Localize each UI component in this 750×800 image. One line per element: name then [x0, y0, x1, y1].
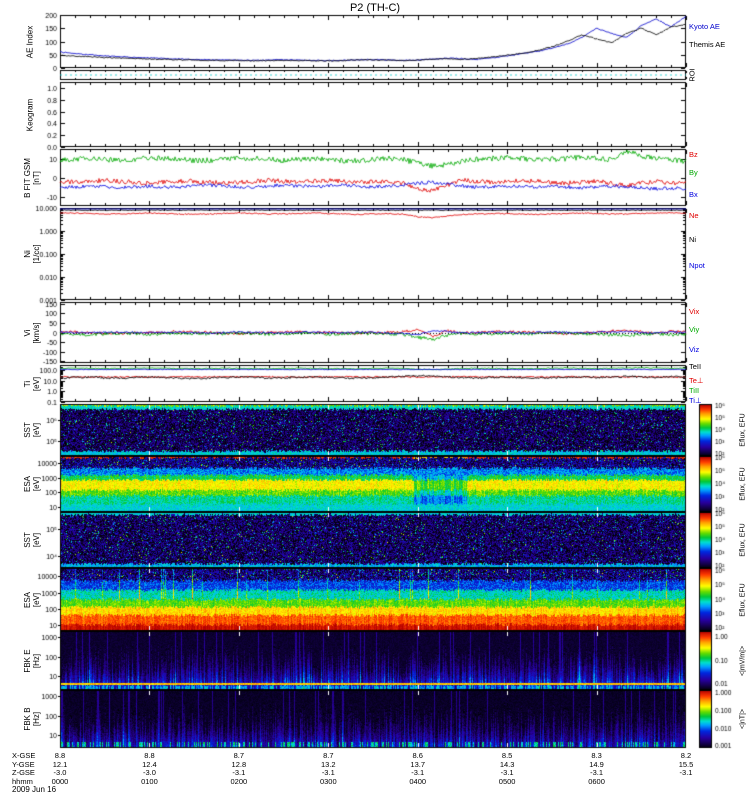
bottom-value: 8.7	[233, 751, 245, 760]
bottom-value: 0200	[230, 776, 248, 786]
legend-ni: Ni	[689, 235, 697, 244]
panel-label-bfit: B FIT GSM [nT]	[22, 157, 41, 198]
panel-label-esa_elec: ESA [eV]	[22, 591, 41, 608]
bottom-row-label-z-gse: Z-GSE	[12, 768, 35, 777]
panel-label-keogram: Keogram	[25, 98, 35, 131]
legend-tiii: TiII	[689, 386, 700, 395]
legend-ne: Ne	[689, 211, 699, 220]
legend-vix: Vix	[689, 307, 700, 316]
colorbar-unit-esa_ion: Eflux, EFU	[739, 467, 747, 501]
date-label: 2009 Jun 16	[12, 785, 57, 794]
legend-by: By	[689, 168, 698, 177]
colorbar-unit-fbk_e: <|mV/m|>	[739, 645, 747, 676]
bottom-value: 0100	[141, 776, 158, 786]
panel-label-sst_ion: SST [eV]	[22, 422, 41, 438]
legend-kyoto-ae: Kyoto AE	[689, 22, 720, 31]
page-title: P2 (TH-C)	[349, 2, 401, 14]
bottom-value: 8.3	[591, 751, 602, 760]
bottom-row-label-x-gse: X-GSE	[12, 751, 36, 760]
bottom-row-label-hhmm: hhmm	[12, 776, 33, 786]
bottom-value: 8.5	[501, 751, 513, 760]
bottom-row-label-y-gse: Y-GSE	[12, 759, 35, 769]
panel-label-sst_elec: SST [eV]	[22, 532, 41, 548]
bottom-value: -3.1	[500, 768, 514, 777]
bottom-value: -3.1	[411, 768, 425, 777]
panel-label-fbk_e: FBK E [Hz]	[22, 648, 41, 673]
colorbar-unit-esa_elec: Eflux, EFU	[739, 582, 747, 617]
bottom-value: -3.0	[142, 768, 156, 777]
colorbar-unit-sst_ion: Eflux, EFU	[739, 413, 747, 447]
legend-ti-: Ti⊥	[689, 396, 702, 405]
legend-bx: Bx	[689, 190, 698, 199]
legend-themis-ae: Themis AE	[689, 40, 726, 49]
bottom-value: 8.8	[54, 751, 66, 760]
bottom-value: 0300	[319, 776, 337, 786]
panel-label-fbk_b: FBK B [Hz]	[22, 707, 41, 731]
panel-label-esa_ion: ESA [eV]	[22, 475, 41, 493]
bottom-value: 0400	[409, 776, 427, 786]
bottom-value: 8.6	[412, 751, 423, 760]
bottom-value: 12.8	[231, 759, 247, 769]
bottom-value: 14.3	[499, 759, 515, 769]
bottom-value: 8.8	[144, 751, 155, 760]
bottom-value: 13.7	[410, 759, 426, 769]
panel-label-ti: Ti [eV]	[22, 376, 41, 391]
bottom-value: -3.1	[590, 768, 604, 777]
bottom-value: 8.2	[680, 751, 692, 760]
legend-roi: ROI	[687, 68, 697, 82]
legend-te-: Te⊥	[689, 376, 704, 385]
bottom-value: 0000	[51, 776, 69, 786]
legend-teii: TeII	[689, 362, 702, 371]
bottom-value: -3.1	[679, 768, 693, 777]
bottom-value: 8.7	[323, 751, 334, 760]
bottom-value: 0500	[498, 776, 516, 786]
bottom-value: 13.2	[320, 759, 336, 769]
bottom-value: 15.5	[678, 759, 694, 769]
colorbar-unit-fbk_b: <|nT|>	[739, 709, 747, 729]
bottom-value: 12.4	[142, 759, 157, 769]
bottom-value: -3.1	[232, 768, 246, 777]
legend-bz: Bz	[689, 150, 698, 159]
panel-label-ae: AE Index	[25, 25, 35, 58]
legend-npot: Npot	[689, 261, 705, 270]
bottom-value: 0600	[588, 776, 605, 786]
panel-label-vi: Vi [km/s]	[22, 321, 41, 344]
bottom-value: 14.9	[589, 759, 604, 769]
bottom-value: 12.1	[52, 759, 68, 769]
legend-viy: Viy	[689, 325, 700, 334]
colorbar-unit-sst_elec: Eflux, EFU	[739, 523, 747, 557]
legend-viz: Viz	[689, 345, 700, 354]
bottom-value: -3.0	[53, 768, 67, 777]
bottom-value: -3.1	[321, 768, 335, 777]
panel-label-ni: Ni [1/cc]	[22, 244, 41, 264]
